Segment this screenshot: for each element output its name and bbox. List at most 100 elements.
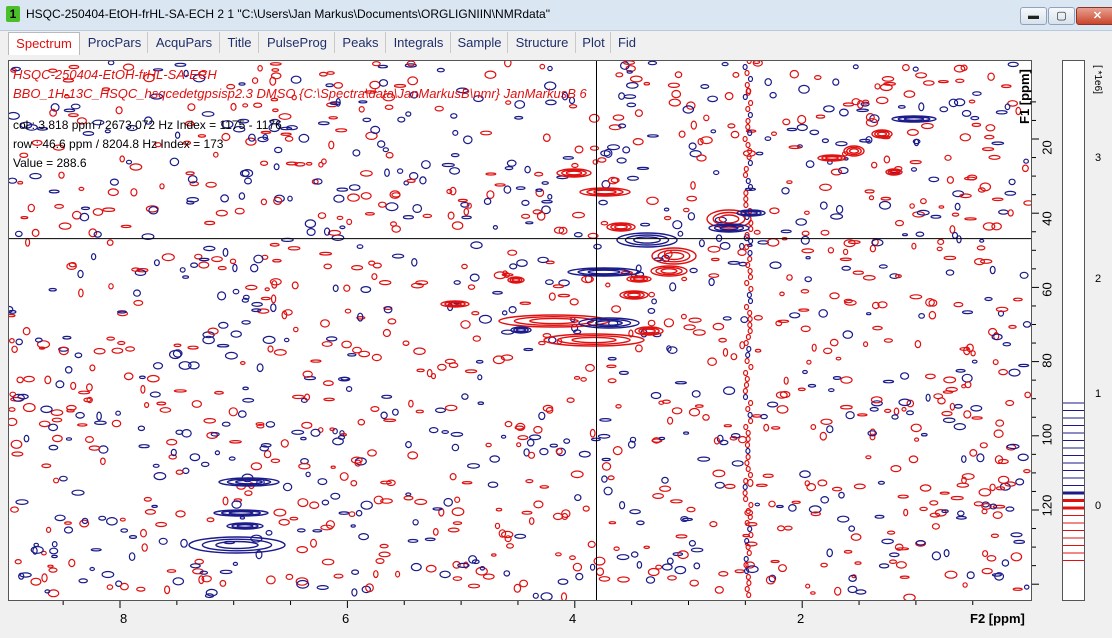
noise-speck xyxy=(44,589,51,594)
noise-speck xyxy=(380,498,393,504)
minimize-button[interactable]: ▬ xyxy=(1020,7,1047,25)
noise-speck xyxy=(742,495,749,503)
cross-peak xyxy=(440,300,470,308)
f1-tick-label: 40 xyxy=(1039,211,1055,226)
noise-speck xyxy=(871,161,878,169)
noise-speck xyxy=(569,555,576,561)
noise-speck xyxy=(970,350,976,357)
peak-contours xyxy=(188,115,937,554)
noise-speck xyxy=(901,233,908,237)
noise-speck xyxy=(535,188,543,192)
noise-speck xyxy=(748,501,754,509)
noise-speck xyxy=(508,305,517,314)
noise-speck xyxy=(747,327,753,335)
noise-speck xyxy=(623,94,637,99)
contour-level-bar[interactable] xyxy=(1062,60,1085,601)
noise-speck xyxy=(843,298,853,304)
noise-speck xyxy=(827,247,835,254)
tab-sample[interactable]: Sample xyxy=(452,32,508,53)
noise-speck xyxy=(339,472,349,481)
tab-peaks[interactable]: Peaks xyxy=(336,32,386,53)
noise-speck xyxy=(995,486,1006,491)
noise-speck xyxy=(93,230,102,238)
tab-procpars[interactable]: ProcPars xyxy=(82,32,148,53)
noise-speck xyxy=(742,93,748,101)
noise-speck xyxy=(744,69,750,77)
noise-speck xyxy=(939,106,949,113)
cross-peak xyxy=(897,116,931,122)
tab-acqupars[interactable]: AcquPars xyxy=(149,32,220,53)
maximize-button[interactable]: ▢ xyxy=(1048,7,1075,25)
noise-speck xyxy=(745,465,751,473)
noise-speck xyxy=(466,202,472,209)
noise-speck xyxy=(745,447,751,455)
noise-speck xyxy=(1023,200,1031,206)
noise-speck xyxy=(898,398,912,407)
noise-speck xyxy=(289,516,299,521)
noise-speck xyxy=(70,381,77,390)
noise-speck xyxy=(890,465,902,473)
noise-speck xyxy=(242,294,250,300)
noise-speck xyxy=(215,209,228,217)
noise-speck xyxy=(710,257,720,262)
noise-speck xyxy=(743,477,749,485)
noise-speck xyxy=(688,407,701,417)
noise-speck xyxy=(9,313,16,318)
noise-speck xyxy=(691,390,701,398)
noise-speck xyxy=(9,338,15,344)
spectrum-plot[interactable]: HSQC-250404-EtOH-frHL-SA-ECH BBO_1H-13C_… xyxy=(8,60,1032,601)
close-button[interactable]: ✕ xyxy=(1076,7,1112,25)
tab-title[interactable]: Title xyxy=(221,32,259,53)
noise-speck xyxy=(874,83,881,90)
tab-structure[interactable]: Structure xyxy=(509,32,576,53)
tab-fid[interactable]: Fid xyxy=(617,35,637,50)
noise-speck xyxy=(347,193,360,202)
noise-speck xyxy=(678,130,686,138)
noise-speck xyxy=(742,489,748,497)
noise-speck xyxy=(986,554,997,562)
tab-pulseprog[interactable]: PulseProg xyxy=(260,32,335,53)
noise-speck xyxy=(198,575,205,585)
noise-speck xyxy=(282,482,293,492)
noise-speck xyxy=(99,457,106,466)
tab-spectrum[interactable]: Spectrum xyxy=(8,32,80,55)
noise-speck xyxy=(697,456,711,462)
noise-speck xyxy=(328,140,335,150)
noise-speck xyxy=(783,376,789,385)
noise-speck xyxy=(753,229,761,235)
noise-speck xyxy=(919,506,928,512)
tab-plot[interactable]: Plot xyxy=(577,32,611,53)
contour-plot[interactable] xyxy=(9,61,1031,600)
noise-speck xyxy=(742,63,748,71)
noise-speck xyxy=(419,176,427,185)
noise-speck xyxy=(206,517,215,523)
noise-speck xyxy=(450,152,460,158)
noise-speck xyxy=(120,528,129,533)
noise-speck xyxy=(979,442,988,449)
tab-integrals[interactable]: Integrals xyxy=(387,32,451,53)
noise-speck xyxy=(851,98,861,106)
noise-speck xyxy=(978,488,992,497)
noise-speck xyxy=(663,207,670,212)
noise-speck xyxy=(875,96,889,105)
noise-speck xyxy=(48,567,58,573)
noise-speck xyxy=(116,310,127,314)
noise-speck xyxy=(1015,478,1025,486)
noise-speck xyxy=(33,542,40,548)
noise-speck xyxy=(203,245,216,252)
noise-speck xyxy=(552,284,565,289)
noise-speck xyxy=(941,509,949,514)
noise-speck xyxy=(189,453,201,462)
noise-speck xyxy=(783,525,793,531)
noise-speck xyxy=(588,113,600,123)
noise-speck xyxy=(301,421,313,429)
noise-speck xyxy=(955,368,966,373)
cross-peak xyxy=(638,327,660,335)
noise-speck xyxy=(874,514,885,519)
noise-speck xyxy=(842,102,855,107)
noise-speck xyxy=(1007,209,1014,217)
cross-peak xyxy=(201,538,273,552)
cross-peak xyxy=(606,222,636,232)
scale-factor-label: [ *1e6] xyxy=(1091,65,1103,94)
noise-speck xyxy=(667,575,677,581)
